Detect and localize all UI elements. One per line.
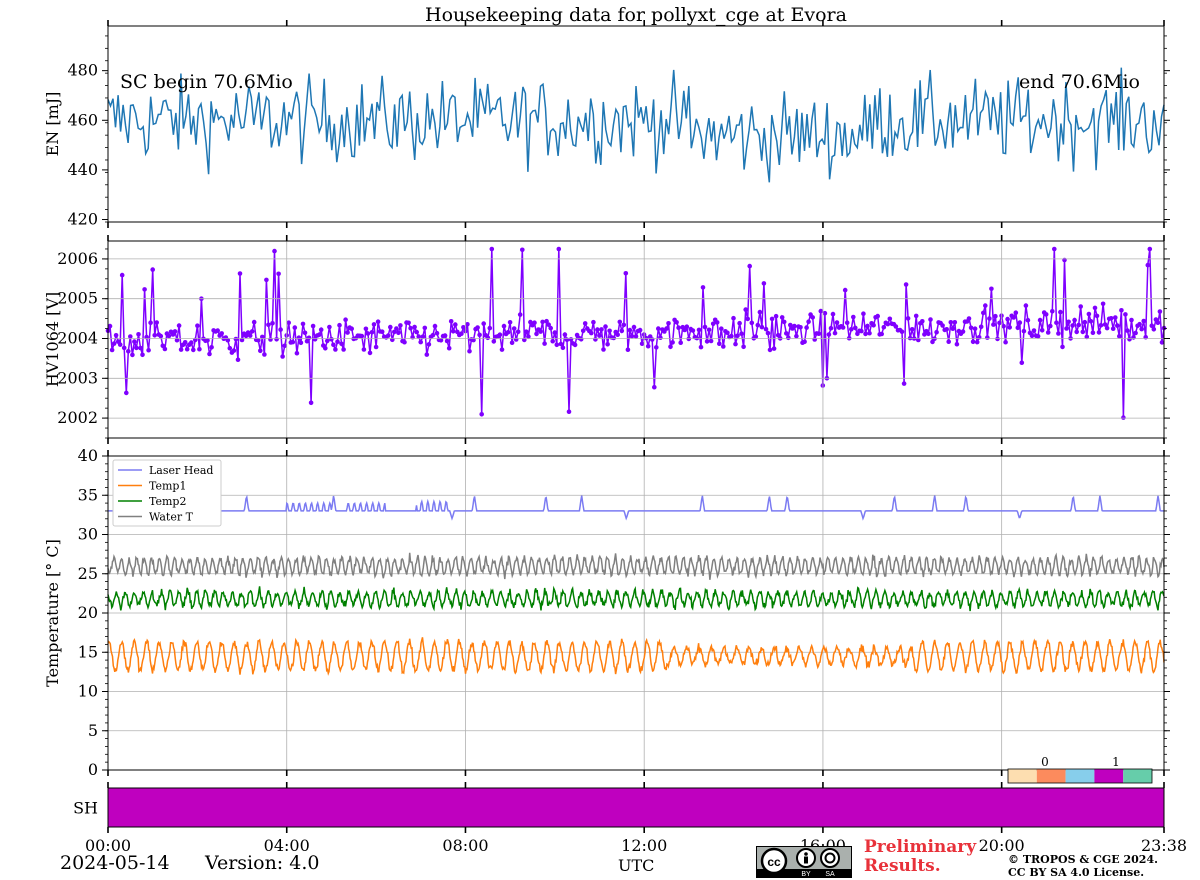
temperature-series-line	[107, 637, 1165, 676]
y-tick-label: 480	[67, 61, 98, 80]
x-tick-label: 04:00	[264, 836, 310, 855]
y-tick-label: 460	[67, 110, 98, 129]
copyright-notice: © TROPOS & CGE 2024. CC BY SA 4.0 Licens…	[1008, 853, 1158, 879]
temperature-series-line	[107, 552, 1165, 580]
cc-license-badge: cc BY SA	[756, 846, 852, 878]
colorbar-cell	[1123, 769, 1152, 783]
y-tick-label: 25	[78, 564, 98, 583]
y-tick-label: 420	[67, 210, 98, 229]
cc-sa-label: SA	[825, 871, 835, 877]
colorbar-cell	[1036, 769, 1066, 783]
y-axis-label: Temperature [° C]	[43, 539, 62, 687]
energy-panel: 420 440 460 480 EN [mJ] SC begin 70.6Mio end 7…	[43, 20, 1170, 229]
y-tick-label: 30	[78, 525, 98, 544]
shutter-panel: SH	[73, 782, 1165, 833]
energy-series-line	[107, 67, 1165, 183]
y-tick-label: 15	[78, 642, 98, 661]
y-tick-label: 0	[88, 760, 98, 779]
x-tick-label: 12:00	[621, 836, 667, 855]
temperature-series-line	[107, 585, 1165, 612]
y-axis-label: SH	[73, 799, 98, 818]
cc-logo-icon: cc BY SA	[757, 847, 851, 877]
version-label: Version: 4.0	[205, 852, 320, 874]
hv-series-line	[107, 248, 1165, 418]
y-tick-label: 2003	[57, 368, 98, 387]
colorbar-cell	[1008, 769, 1037, 783]
figure-title: Housekeeping data for pollyxt_cge at Evo…	[425, 4, 847, 26]
legend-label: Temp1	[149, 480, 186, 493]
y-tick-label: 2006	[57, 249, 98, 268]
y-axis-label: EN [mJ]	[43, 92, 62, 157]
panel-frame	[107, 455, 1165, 771]
x-tick-label: 23:38	[1141, 836, 1187, 855]
legend-label: Laser Head	[149, 464, 213, 477]
temperature-legend: Laser Head Temp1 Temp2 Water T	[112, 459, 222, 527]
copyright-line-1: © TROPOS & CGE 2024.	[1008, 853, 1158, 866]
x-axis-title: UTC	[618, 856, 655, 875]
y-tick-label: 20	[78, 603, 98, 622]
y-tick-label: 2005	[57, 289, 98, 308]
legend-label: Temp2	[149, 495, 186, 508]
shutter-bar	[108, 788, 1164, 827]
temperature-series-line	[108, 494, 1164, 521]
legend-label: Water T	[149, 511, 194, 524]
y-tick-label: 440	[67, 160, 98, 179]
colorbar-tick-label: 1	[1112, 755, 1120, 769]
colorbar-tick-label: 0	[1041, 755, 1049, 769]
copyright-line-2: CC BY SA 4.0 License.	[1008, 866, 1145, 879]
y-tick-label: 10	[78, 682, 98, 701]
y-tick-label: 35	[78, 485, 98, 504]
colorbar-cell	[1094, 769, 1124, 783]
panel-frame	[107, 787, 1165, 828]
y-tick-label: 2004	[57, 329, 98, 348]
x-tick-label: 00:00	[85, 836, 131, 855]
panel-frame	[107, 240, 1165, 439]
colorbar-frame	[1007, 768, 1153, 784]
svg-text:cc: cc	[767, 855, 781, 869]
legend-box	[112, 459, 222, 527]
sc-end-annotation: end 70.6Mio	[1019, 71, 1140, 93]
y-tick-label: 5	[88, 721, 98, 740]
preliminary-results-label: Preliminary Results.	[864, 837, 977, 876]
cc-by-label: BY	[801, 871, 811, 877]
y-tick-label: 2002	[57, 408, 98, 427]
panel-frame	[107, 25, 1165, 223]
date-label: 2024-05-14	[60, 852, 170, 874]
hv-panel: 2002 2003 2004 2005 2006 HV1064 [V]	[43, 235, 1170, 444]
colorbar-cell	[1065, 769, 1095, 783]
sc-begin-annotation: SC begin 70.6Mio	[120, 71, 293, 93]
y-tick-label: 40	[78, 446, 98, 465]
x-tick-label: 20:00	[979, 836, 1025, 855]
temperature-grid	[107, 455, 1165, 771]
x-tick-label: 08:00	[442, 836, 488, 855]
y-axis-label: HV1064 [V]	[43, 292, 62, 387]
